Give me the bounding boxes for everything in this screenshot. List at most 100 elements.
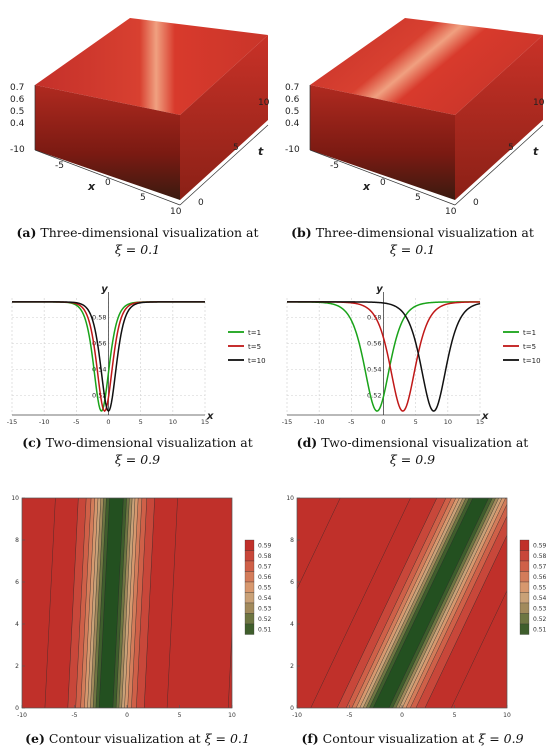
x-axis-label: x: [206, 411, 214, 422]
x-axis-label: x: [481, 411, 489, 422]
x-tick: -10: [10, 145, 25, 155]
colorbar-label: 0.56: [258, 574, 272, 581]
z-ticks: 0.7 0.6 0.5 0.4: [285, 83, 300, 129]
x-tick-label: -5: [72, 712, 78, 719]
x-tick: -10: [285, 145, 300, 155]
x-tick-label: 10: [444, 418, 452, 426]
x-tick-label: -15: [7, 418, 18, 426]
x-tick: 10: [170, 207, 182, 217]
colorbar-swatch: [519, 539, 530, 551]
y-tick-label: 0.52: [367, 392, 381, 400]
x-axis-label: x: [362, 180, 371, 193]
x-axis-label: x: [87, 180, 96, 193]
colorbar-label: 0.53: [258, 605, 272, 612]
colorbar-label: 0.52: [258, 616, 272, 623]
contour-chart-e: -10 -5 0 5 10 0 2 4 6 8 10 0.59 0.58 0.57 0.56 0.55 0.54…: [11, 495, 272, 719]
y-tick-label: 0.52: [92, 392, 106, 400]
surface-front-face: [455, 35, 543, 200]
t-tick: 10: [533, 98, 545, 108]
contour-line: [310, 498, 411, 708]
x-tick-label: 10: [503, 712, 511, 719]
surface-plot-a: 0.7 0.6 0.5 0.4 -10 -5 0 5 10 x 0 5 10 t: [10, 18, 270, 217]
contour-line: [451, 590, 507, 708]
x-tick-label: 10: [169, 418, 177, 426]
y-tick-label: 0.56: [367, 340, 381, 348]
colorbar-label: 0.57: [533, 563, 547, 570]
z-tick: 0.4: [10, 119, 25, 129]
colorbar-swatch: [519, 602, 530, 614]
t-tick: 0: [198, 198, 204, 208]
y-tick-label: 0.54: [367, 366, 381, 374]
colorbar-swatch: [519, 571, 530, 583]
legend-label: t=5: [248, 343, 261, 351]
caption-b: (b) Three-dimensional visualization at ξ…: [275, 225, 550, 259]
x-tick-label: -10: [292, 712, 302, 719]
x-tick-label: 5: [453, 712, 457, 719]
colorbar-label: 0.55: [258, 584, 272, 591]
z-ticks: 0.7 0.6 0.5 0.4: [10, 83, 25, 129]
y-tick-label: 8: [15, 537, 19, 544]
colorbar-label: 0.51: [258, 626, 272, 633]
caption-text: Three-dimensional visualization at: [40, 225, 259, 240]
surface-top: [310, 18, 543, 115]
caption-eq: ξ = 0.1: [204, 731, 250, 746]
contour-line: [227, 627, 232, 708]
contour-chart-f: -10 -5 0 5 10 0 2 4 6 8 10 0.59 0.58 0.57 0.56 0.55 0.54…: [286, 495, 547, 719]
series-line: [12, 301, 205, 413]
y-tick-label: 8: [290, 537, 294, 544]
colorbar-swatch: [519, 560, 530, 572]
contour-line: [297, 498, 341, 590]
caption-text: Three-dimensional visualization at: [315, 225, 534, 240]
t-ticks: 0 5 10: [198, 98, 270, 208]
y-tick-label: 0: [290, 705, 294, 712]
x-tick-label: 10: [228, 712, 236, 719]
y-axis-label: y: [376, 284, 383, 295]
x-tick: -5: [330, 161, 339, 171]
contour-line: [166, 498, 178, 708]
colorbar-label: 0.57: [258, 563, 272, 570]
caption-eq: ξ = 0.9: [114, 451, 161, 467]
z-tick: 0.5: [285, 107, 299, 117]
x-tick: 0: [380, 178, 386, 188]
legend-label: t=10: [523, 357, 541, 365]
colorbar-label: 0.53: [533, 605, 547, 612]
t-ticks: 0 5 10: [473, 98, 545, 208]
colorbar-label: 0.54: [258, 595, 272, 602]
caption-eq: ξ = 0.1: [114, 241, 161, 257]
series-line: [287, 301, 481, 412]
x-tick: 5: [415, 193, 421, 203]
x-tick-label: 5: [414, 418, 418, 426]
x-ticks: -10 -5 0 5 10: [10, 145, 182, 217]
x-tick-label: 15: [476, 418, 484, 426]
caption-text: Contour visualization at: [48, 731, 201, 746]
colorbar-swatch: [244, 581, 255, 593]
y-tick-label: 4: [290, 621, 294, 628]
surface-plot-b: 0.7 0.6 0.5 0.4 -10 -5 0 5 10 x 0 5 10 t: [285, 18, 545, 217]
colorbar-swatch: [519, 623, 530, 635]
legend-label: t=5: [523, 343, 536, 351]
y-tick-label: 6: [15, 579, 19, 586]
legend-label: t=1: [248, 329, 261, 337]
legend-label: t=10: [248, 357, 266, 365]
colorbar-label: 0.58: [258, 553, 272, 560]
surface-left-face: [35, 85, 180, 200]
x-tick-label: 0: [381, 418, 385, 426]
caption-tag: (d): [296, 435, 318, 450]
y-tick-label: 0.56: [92, 340, 106, 348]
caption-eq: ξ = 0.9: [389, 451, 436, 467]
colorbar-label: 0.51: [533, 626, 547, 633]
t-tick: 10: [258, 98, 270, 108]
x-tick-label: 0: [106, 418, 110, 426]
colorbar-swatch: [244, 571, 255, 583]
t-tick: 0: [473, 198, 479, 208]
z-tick: 0.7: [285, 83, 299, 93]
y-tick-label: 6: [290, 579, 294, 586]
x-tick-label: -10: [314, 418, 325, 426]
y-tick-label: 0.54: [92, 366, 106, 374]
t-tick: 5: [233, 143, 239, 153]
colorbar-label: 0.54: [533, 595, 547, 602]
x-tick-label: -5: [347, 712, 353, 719]
z-tick: 0.7: [10, 83, 24, 93]
colorbar-swatch: [244, 623, 255, 635]
caption-f: (f) Contour visualization at ξ = 0.9: [275, 731, 550, 748]
